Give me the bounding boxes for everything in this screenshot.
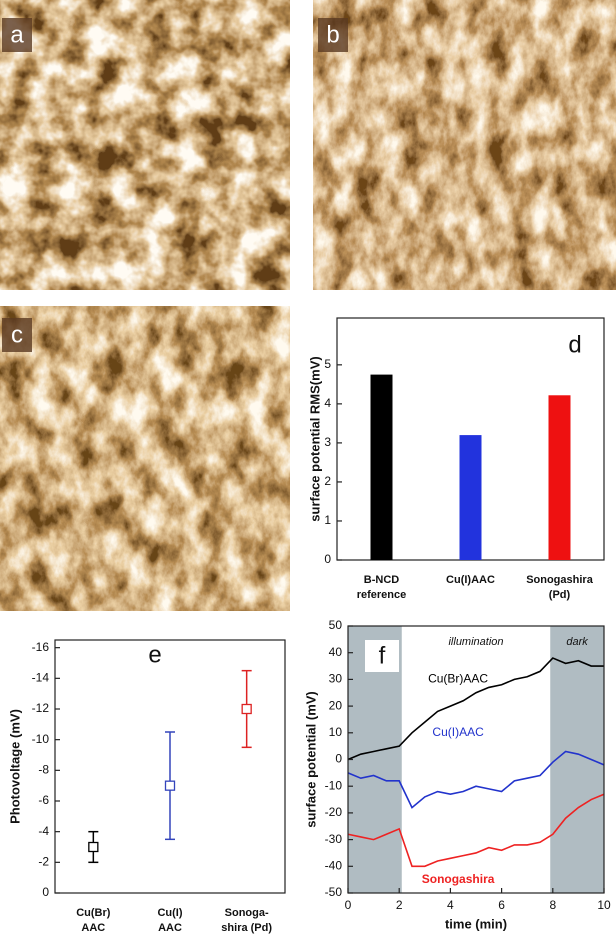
x-tick-label: Sonogashira — [526, 574, 594, 586]
y-tick-label: 5 — [324, 357, 331, 371]
x-tick-label: 8 — [549, 898, 556, 912]
y-tick-label: -20 — [325, 805, 343, 819]
label-box — [558, 329, 592, 361]
line-series — [347, 793, 605, 868]
point — [241, 703, 252, 715]
y-tick-label: 4 — [324, 396, 331, 410]
annotation: illumination — [448, 636, 503, 648]
x-tick-label: 0 — [345, 898, 352, 912]
y-tick-label: -50 — [325, 885, 343, 899]
y-tick-label: -8 — [38, 763, 49, 777]
label-box — [2, 318, 32, 352]
y-tick-label: 1 — [324, 513, 331, 527]
shaded-region — [550, 626, 604, 893]
x-tick-label: Sonoga- — [225, 907, 269, 919]
plot-frame — [54, 639, 286, 894]
point — [164, 780, 176, 791]
panel-label: a — [10, 21, 24, 48]
series-label: Sonogashira — [422, 872, 495, 886]
point — [88, 841, 99, 853]
panel-label: c — [11, 321, 23, 348]
x-tick-label: B-NCD — [364, 574, 399, 586]
panel-label: b — [326, 21, 339, 48]
x-tick-label: 2 — [396, 898, 403, 912]
panel-label: d — [568, 331, 581, 358]
afm-image — [0, 306, 290, 611]
annotation: dark — [566, 636, 588, 648]
y-tick-label: -14 — [32, 671, 50, 685]
y-tick-label: -16 — [32, 640, 50, 654]
line-series — [347, 657, 604, 761]
y-tick-label: -10 — [32, 732, 50, 746]
x-tick-label: AAC — [81, 922, 105, 934]
y-tick-label: -12 — [32, 701, 50, 715]
x-tick-label: Cu(I)AAC — [446, 574, 495, 586]
x-tick-label: Cu(Br) — [76, 907, 111, 919]
y-tick-label: 3 — [324, 435, 331, 449]
y-tick-label: 0 — [335, 752, 342, 766]
x-axis-label: time (min) — [445, 916, 507, 931]
bar — [459, 435, 482, 560]
bar — [370, 374, 393, 560]
panel-label: f — [379, 642, 386, 669]
y-tick-label: 40 — [329, 645, 343, 659]
y-tick-label: -2 — [38, 855, 49, 869]
x-tick-label: 10 — [597, 898, 611, 912]
y-tick-label: -40 — [325, 858, 343, 872]
label-box — [318, 18, 348, 52]
y-tick-label: -4 — [38, 824, 49, 838]
series-label: Cu(Br)AAC — [428, 672, 488, 686]
x-tick-label: shira (Pd) — [221, 922, 272, 934]
x-tick-label: reference — [357, 589, 407, 601]
y-tick-label: 10 — [329, 725, 343, 739]
y-tick-label: 0 — [324, 552, 331, 566]
panel-label: e — [148, 641, 161, 668]
x-tick-label: AAC — [158, 922, 182, 934]
y-axis-label: surface potential (mV) — [303, 691, 318, 828]
y-tick-label: 0 — [42, 885, 49, 899]
x-tick-label: 6 — [498, 898, 505, 912]
x-tick-label: 4 — [447, 898, 454, 912]
y-axis-label: surface potential RMS(mV) — [307, 356, 322, 521]
afm-image — [0, 0, 290, 290]
y-tick-label: 20 — [329, 698, 343, 712]
y-tick-label: -10 — [325, 778, 343, 792]
y-tick-label: 30 — [329, 672, 343, 686]
line-series — [347, 750, 605, 809]
bar — [548, 395, 571, 560]
x-tick-label: (Pd) — [549, 589, 571, 601]
label-box — [365, 640, 399, 672]
label-box — [2, 18, 32, 52]
y-tick-label: -6 — [38, 793, 49, 807]
y-tick-label: 50 — [329, 618, 343, 632]
y-tick-label: 2 — [324, 474, 331, 488]
x-tick-label: Cu(I) — [157, 907, 182, 919]
y-tick-label: -30 — [325, 832, 343, 846]
y-axis-label: Photovoltage (mV) — [7, 709, 22, 824]
afm-image — [313, 0, 616, 290]
series-label: Cu(I)AAC — [432, 725, 484, 739]
